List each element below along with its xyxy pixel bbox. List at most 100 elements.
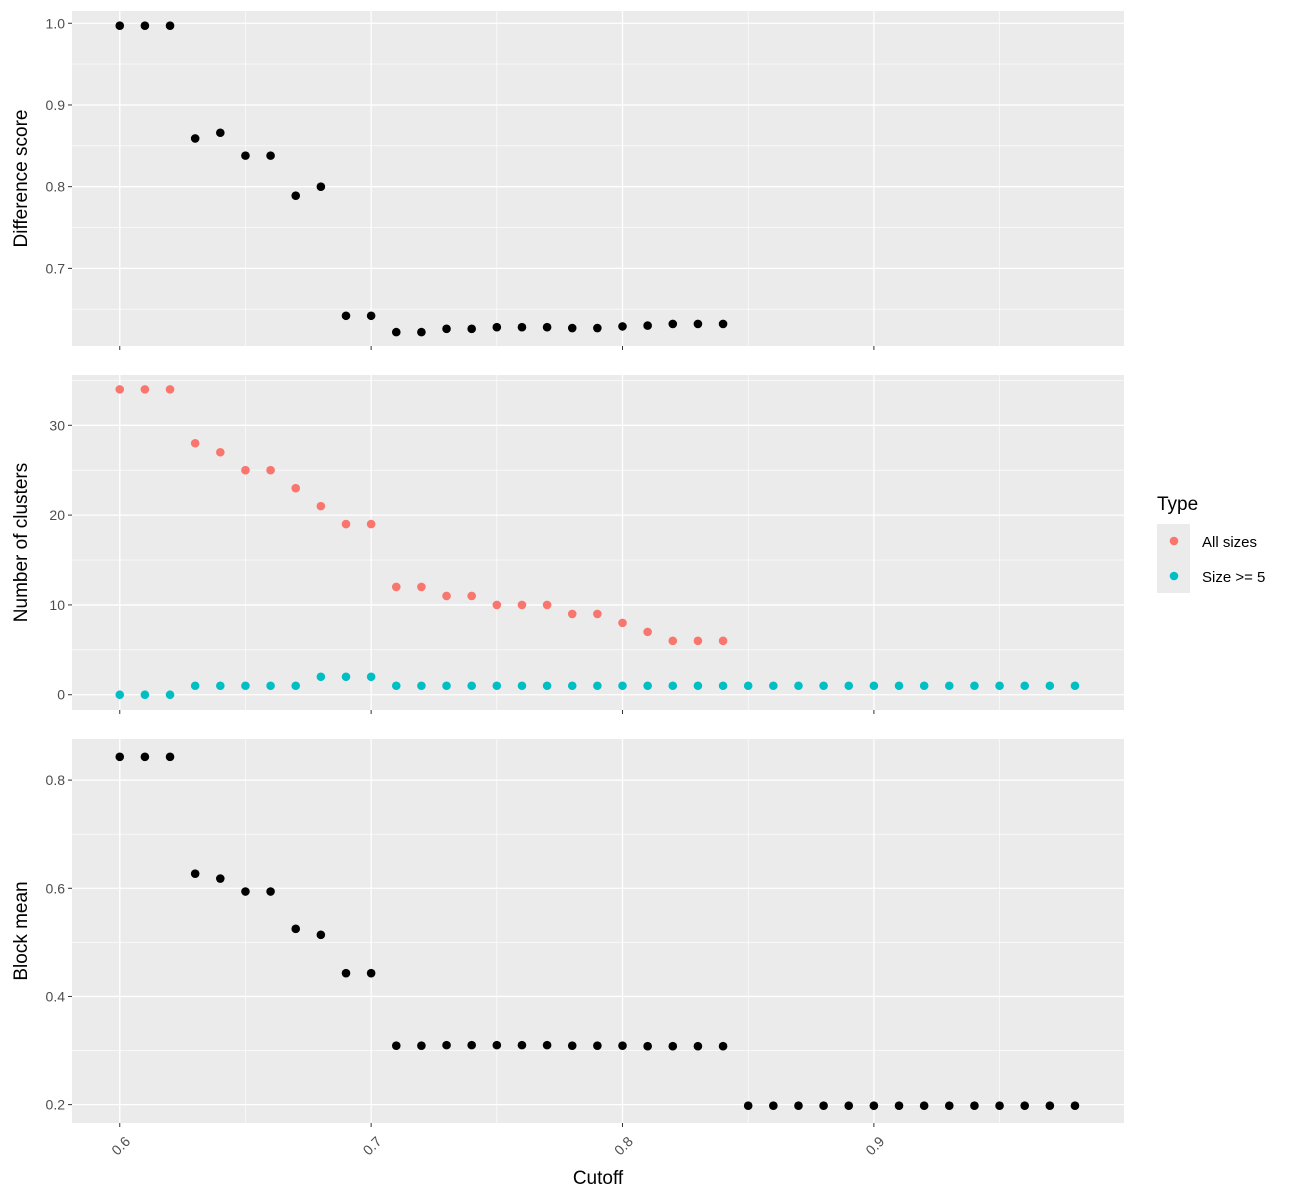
data-point xyxy=(844,681,854,691)
data-point xyxy=(165,385,175,394)
data-point xyxy=(467,324,476,334)
data-point xyxy=(316,182,326,191)
data-point xyxy=(643,321,652,330)
data-point xyxy=(442,1040,451,1050)
data-point xyxy=(894,1101,904,1110)
data-point xyxy=(417,327,426,337)
data-point xyxy=(668,1041,678,1051)
data-point xyxy=(618,322,627,331)
data-point xyxy=(190,438,200,448)
data-point xyxy=(341,672,351,682)
data-point xyxy=(567,681,577,691)
data-point xyxy=(643,627,652,637)
data-point xyxy=(1020,681,1030,691)
data-point xyxy=(165,752,175,762)
data-point xyxy=(140,385,150,394)
data-point xyxy=(266,151,275,160)
data-point xyxy=(492,681,502,691)
data-point xyxy=(794,1101,803,1110)
series-points xyxy=(115,752,1080,1110)
data-point xyxy=(417,681,426,691)
data-point xyxy=(1070,681,1080,691)
data-point xyxy=(1020,1101,1030,1110)
data-point xyxy=(241,887,250,896)
data-point xyxy=(115,690,125,700)
data-point xyxy=(542,322,552,332)
data-point xyxy=(517,600,527,610)
panels-layer: 0.7 0.8 0.9 1.0 Difference score 0 10 20 30 Numbe… xyxy=(11,11,1124,1158)
data-point xyxy=(442,591,451,601)
data-point xyxy=(291,191,301,200)
data-point xyxy=(542,600,552,610)
data-point xyxy=(819,681,828,691)
legend-key-size-ge-5 xyxy=(1169,571,1179,581)
data-point xyxy=(869,681,879,691)
data-point xyxy=(517,322,527,332)
data-point xyxy=(140,690,150,700)
legend-label-all-sizes: All sizes xyxy=(1202,534,1257,551)
data-point xyxy=(115,752,125,762)
data-point xyxy=(643,681,652,691)
data-point xyxy=(442,324,451,334)
x-tick-label: 0.6 xyxy=(108,1133,133,1158)
data-point xyxy=(492,322,502,332)
data-point xyxy=(593,323,602,333)
series-all-sizes xyxy=(115,385,728,646)
y-tick-label: 0.2 xyxy=(46,1097,66,1113)
data-point xyxy=(391,327,401,337)
series-points xyxy=(115,21,728,337)
data-point xyxy=(467,681,476,691)
legend-key-background xyxy=(1157,524,1190,593)
data-point xyxy=(618,681,627,691)
data-point xyxy=(366,672,376,682)
data-point xyxy=(241,151,250,160)
x-tick-label: 0.9 xyxy=(862,1133,887,1158)
data-point xyxy=(165,690,175,700)
data-point xyxy=(291,681,301,691)
y-tick-label: 0.6 xyxy=(46,880,66,896)
data-point xyxy=(567,609,577,619)
data-point xyxy=(869,1101,879,1110)
data-point xyxy=(794,681,803,691)
y-tick-label: 20 xyxy=(49,507,65,523)
data-point xyxy=(894,681,904,691)
data-point xyxy=(417,1041,426,1050)
data-point xyxy=(417,582,426,592)
data-point xyxy=(316,501,326,511)
data-point xyxy=(995,1101,1004,1110)
panel-number-of-clusters: 0 10 20 30 Number of clusters xyxy=(11,375,1124,714)
y-tick-label: 1.0 xyxy=(46,15,66,31)
data-point xyxy=(442,681,451,691)
y-tick-label: 0.4 xyxy=(46,988,66,1004)
x-tick-label: 0.8 xyxy=(611,1133,636,1158)
data-point xyxy=(517,681,527,691)
data-point xyxy=(140,752,150,762)
data-point xyxy=(366,311,376,321)
panel-background xyxy=(72,11,1124,346)
data-point xyxy=(190,869,200,878)
data-point xyxy=(492,1040,502,1050)
data-point xyxy=(919,1101,929,1110)
data-point xyxy=(316,672,326,682)
data-point xyxy=(593,609,602,619)
data-point xyxy=(668,636,678,646)
data-point xyxy=(316,930,326,940)
data-point xyxy=(819,1101,828,1110)
data-point xyxy=(190,681,200,691)
legend-label-size-ge-5: Size >= 5 xyxy=(1202,569,1265,586)
data-point xyxy=(618,1041,627,1050)
data-point xyxy=(140,21,150,31)
data-point xyxy=(618,618,627,628)
data-point xyxy=(115,21,125,31)
data-point xyxy=(115,385,125,394)
data-point xyxy=(718,681,728,691)
data-point xyxy=(542,681,552,691)
data-point xyxy=(593,681,602,691)
data-point xyxy=(643,1041,652,1051)
y-tick-label: 30 xyxy=(49,417,65,433)
y-tick-label: 0 xyxy=(57,687,65,703)
data-point xyxy=(366,968,376,978)
data-point xyxy=(542,1040,552,1050)
data-point xyxy=(341,311,351,321)
data-point xyxy=(165,21,175,31)
